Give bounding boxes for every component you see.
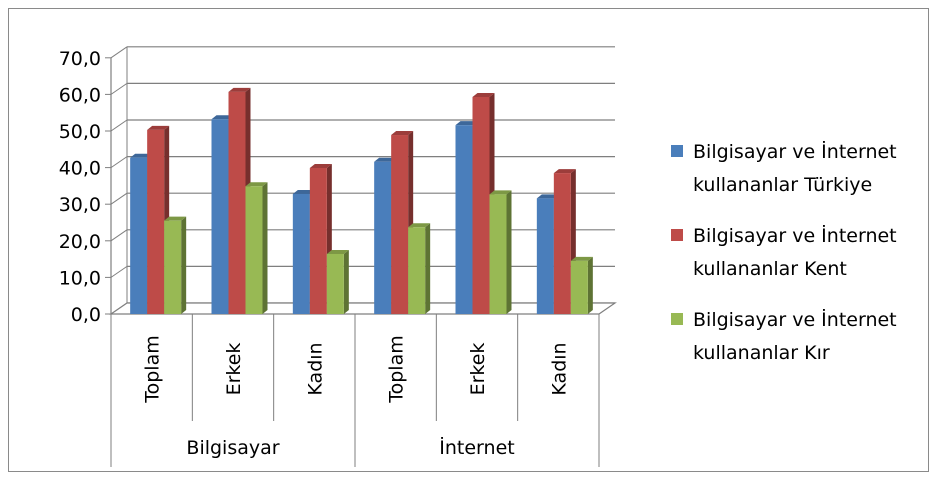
bars — [130, 87, 593, 315]
bar — [164, 216, 187, 314]
bar-front — [472, 96, 490, 314]
axis-labels: 0,0 10,0 20,0 30,0 40,0 50,0 60,0 70,0 Toplam Erk… — [59, 48, 571, 459]
bar-top — [309, 163, 332, 168]
legend-label: kullananlar Kır — [693, 342, 830, 364]
x-tick-label: Erkek — [467, 343, 489, 396]
bar-front — [164, 220, 182, 314]
y-tick-label: 70,0 — [59, 48, 101, 70]
y-tick-label: 40,0 — [59, 158, 101, 180]
bar-top — [245, 182, 268, 187]
legend-label: kullananlar Kent — [693, 258, 847, 280]
gridline-depth — [110, 265, 128, 278]
bar-top — [489, 190, 512, 195]
bar-top — [164, 216, 187, 221]
legend-swatch — [671, 145, 683, 157]
bar-top — [374, 157, 397, 162]
bar-top — [472, 92, 495, 97]
bar-top — [292, 189, 315, 194]
gridline-depth — [110, 46, 128, 59]
bar — [489, 190, 512, 314]
bar-front — [553, 173, 571, 314]
legend-item: Bilgisayar ve İnternet kullananlar Kır — [671, 308, 897, 364]
bar-top — [147, 125, 170, 130]
bar — [408, 223, 431, 314]
legend-swatch — [671, 313, 683, 325]
gridline-depth — [110, 229, 128, 242]
legend-item: Bilgisayar ve İnternet kullananlar Kent — [671, 224, 897, 280]
bar-top — [228, 87, 251, 92]
bar-front — [536, 198, 554, 314]
legend-swatch — [671, 229, 683, 241]
bar-side — [587, 256, 593, 314]
bar — [245, 182, 268, 314]
bar-front — [489, 194, 507, 314]
x-group-label: İnternet — [439, 436, 514, 459]
x-tick-label: Toplam — [142, 335, 164, 404]
legend-label: Bilgisayar ve İnternet — [693, 224, 897, 247]
bar-top — [211, 115, 234, 120]
y-tick-label: 60,0 — [59, 84, 101, 106]
gridline-depth — [110, 156, 128, 169]
bar-front — [228, 91, 246, 314]
bar-front — [408, 227, 426, 314]
bar-top — [570, 256, 593, 261]
bar-front — [326, 253, 344, 314]
bar-side — [343, 249, 349, 314]
x-tick-label: Kadın — [548, 342, 570, 395]
bar-front — [211, 119, 229, 315]
bar-front — [147, 129, 165, 314]
legend-item: Bilgisayar ve İnternet kullananlar Türkiy… — [671, 140, 897, 196]
bar — [326, 249, 349, 314]
y-tick-label: 20,0 — [59, 231, 101, 253]
legend-label: Bilgisayar ve İnternet — [693, 140, 897, 163]
bar-top — [455, 121, 478, 126]
gridline-depth — [110, 82, 128, 95]
bar-front — [245, 186, 263, 314]
x-tick-label: Toplam — [386, 335, 408, 404]
legend-label: kullananlar Türkiye — [693, 174, 872, 196]
bar-side — [425, 223, 431, 314]
bar-front — [374, 161, 392, 314]
bar-front — [455, 125, 473, 314]
bar-front — [130, 157, 148, 314]
bar-front — [309, 167, 327, 314]
bar-front — [391, 135, 409, 314]
bar-top — [326, 249, 349, 254]
bar-front — [570, 260, 588, 314]
legend: Bilgisayar ve İnternet kullananlar Türkiy… — [671, 140, 897, 364]
legend-label: Bilgisayar ve İnternet — [693, 308, 897, 331]
bar-side — [262, 182, 268, 314]
bar-chart: 0,0 10,0 20,0 30,0 40,0 50,0 60,0 70,0 Toplam Erk… — [59, 46, 897, 467]
bar-top — [130, 153, 153, 158]
bar-front — [292, 193, 310, 314]
y-tick-label: 30,0 — [59, 194, 101, 216]
bar-top — [553, 169, 576, 174]
bar — [570, 256, 593, 314]
bar-top — [391, 131, 414, 136]
bar-top — [536, 194, 559, 199]
y-tick-label: 0,0 — [71, 304, 101, 326]
y-tick-label: 10,0 — [59, 267, 101, 289]
gridline-depth — [110, 192, 128, 205]
gridline-depth — [110, 119, 128, 132]
chart-frame: 0,0 10,0 20,0 30,0 40,0 50,0 60,0 70,0 Toplam Erk… — [8, 8, 929, 472]
y-tick-label: 50,0 — [59, 121, 101, 143]
bar-top — [408, 223, 431, 228]
x-tick-label: Kadın — [304, 342, 326, 395]
bar-side — [506, 190, 512, 314]
bar-side — [181, 216, 187, 314]
x-group-label: Bilgisayar — [186, 437, 279, 459]
x-tick-label: Erkek — [223, 343, 245, 396]
